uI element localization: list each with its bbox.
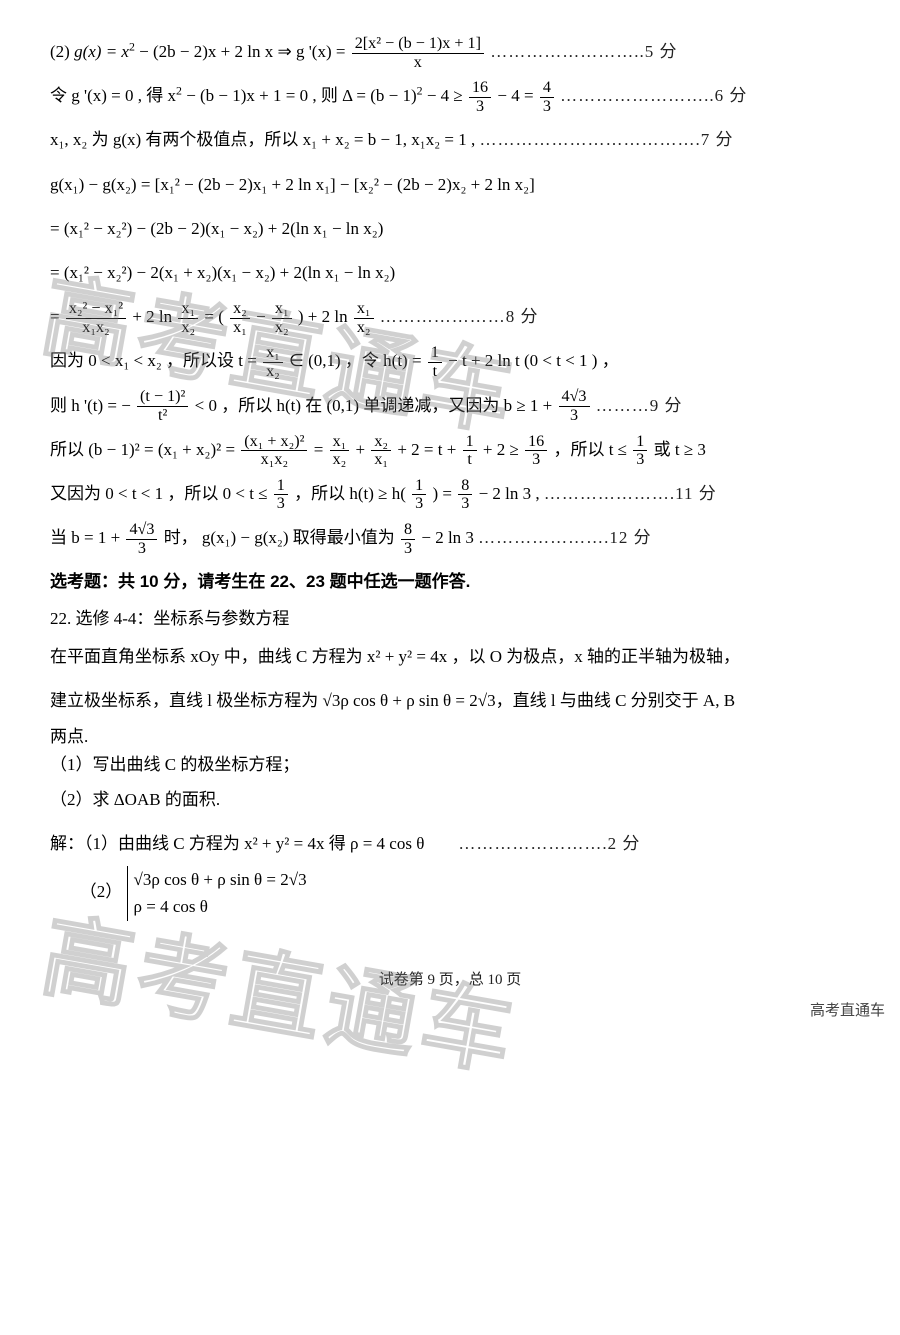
- page-footer: 试卷第 9 页，总 10 页: [50, 961, 850, 1000]
- solution-1: 解：（1）由曲线 C 方程为 x² + y² = 4x 得 ρ = 4 cos …: [50, 822, 850, 866]
- math-line-2: 令 g '(x) = 0 , 得 x2 − (b − 1)x + 1 = 0 ,…: [50, 74, 850, 118]
- question-22-sub-1: （1）写出曲线 C 的极坐标方程；: [50, 751, 850, 778]
- watermark-corner: 高考直通车: [810, 991, 885, 1030]
- math-line-7: = x₂² − x₁²x₁x₂ + 2 ln x₁x₂ = ( x₂x₁ − x…: [50, 295, 850, 339]
- math-line-3: x₁, x₂ 为 g(x) 有两个极值点，所以 x₁ + x₂ = b − 1,…: [50, 118, 850, 162]
- math-line-5: = (x₁² − x₂²) − (2b − 2)(x₁ − x₂) + 2(ln…: [50, 207, 850, 251]
- math-line-8: 因为 0 < x₁ < x₂ ，所以设 t = x₁x₂ ∈ (0,1) ，令 …: [50, 339, 850, 383]
- math-line-10: 所以 (b − 1)² = (x₁ + x₂)² = (x₁ + x₂)²x₁x…: [50, 428, 850, 472]
- question-22-body-2: 建立极坐标系，直线 l 极坐标方程为 √3ρ cos θ + ρ sin θ =…: [50, 679, 850, 723]
- math-line-6: = (x₁² − x₂²) − 2(x₁ + x₂)(x₁ − x₂) + 2(…: [50, 251, 850, 295]
- math-line-9: 则 h '(t) = − (t − 1)²t² < 0 ，所以 h(t) 在 (…: [50, 384, 850, 428]
- math-line-4: g(x₁) − g(x₂) = [x₁² − (2b − 2)x₁ + 2 ln…: [50, 163, 850, 207]
- math-line-11: 又因为 0 < t < 1 ，所以 0 < t ≤ 13 ，所以 h(t) ≥ …: [50, 472, 850, 516]
- math-line-1: (2) g(x) = x2 − (2b − 2)x + 2 ln x ⇒ g '…: [50, 30, 850, 74]
- math-line-12: 当 b = 1 + 4√33 时， g(x₁) − g(x₂) 取得最小值为 8…: [50, 516, 850, 560]
- section-header: 选考题：共 10 分，请考生在 22、23 题中任选一题作答.: [50, 560, 850, 604]
- question-22-title: 22. 选修 4-4：坐标系与参数方程: [50, 604, 850, 635]
- question-22-body-1: 在平面直角坐标系 xOy 中，曲线 C 方程为 x² + y² = 4x ，以 …: [50, 635, 850, 679]
- question-22-body-3: 两点.: [50, 723, 850, 750]
- question-22-sub-2: （2）求 ΔOAB 的面积.: [50, 778, 850, 822]
- solution-2: （2） √3ρ cos θ + ρ sin θ = 2√3 ρ = 4 cos …: [50, 866, 850, 920]
